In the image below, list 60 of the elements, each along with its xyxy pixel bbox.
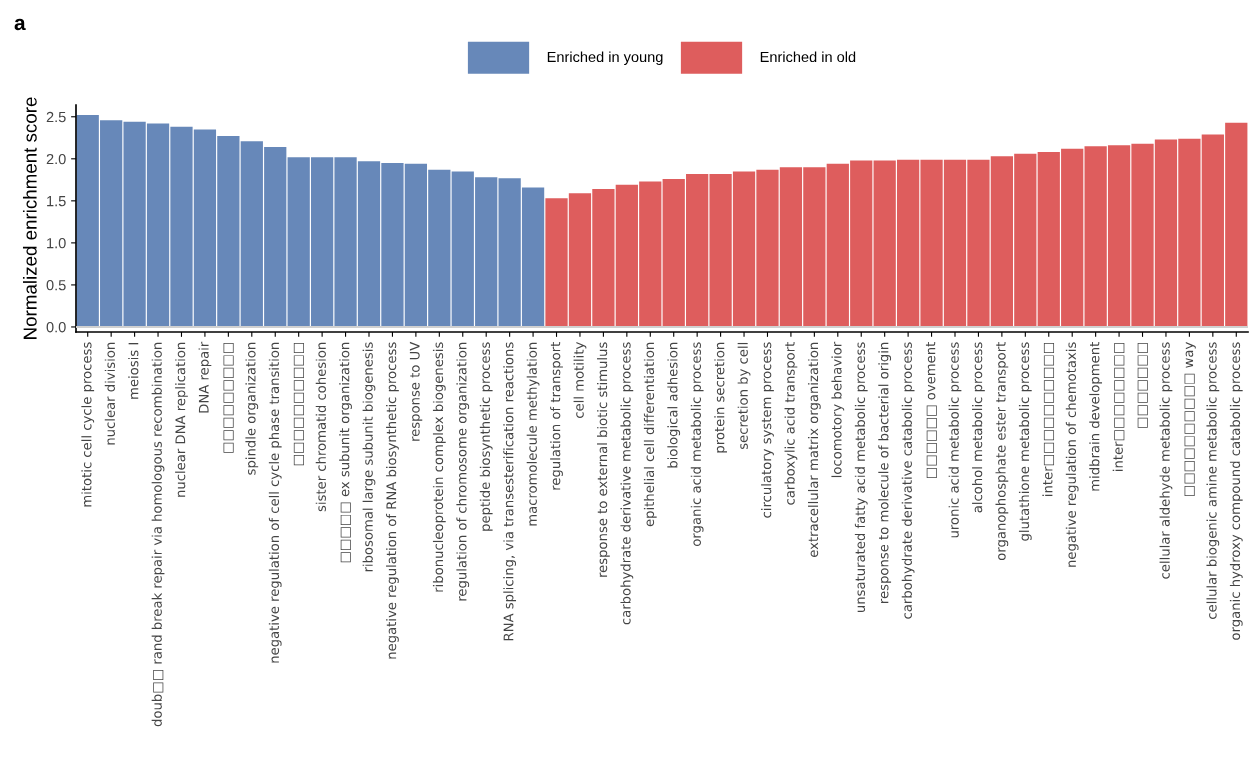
x-tick-label: mitotic cell cycle process — [81, 342, 95, 507]
x-tick-label: □□□□□□□□□ — [223, 342, 234, 453]
x-tick-label: cellular aldehyde metabolic process — [1159, 342, 1173, 579]
x-tick-label: response to molecule of bacterial origin — [878, 342, 892, 603]
x-tick-label: inter□□□□□□□□□□ — [1042, 342, 1055, 496]
y-tick-label: 1.5 — [47, 196, 66, 207]
x-tick-label: nuclear DNA replication — [175, 342, 188, 497]
x-tick-label: alcohol metabolic process — [972, 342, 985, 513]
y-tick-label: 0.5 — [46, 280, 66, 291]
x-tick-label: □□□□□□□ — [1137, 342, 1148, 428]
x-tick-label: uronic acid metabolic process — [948, 342, 962, 538]
x-tick-label: spindle organization — [245, 342, 259, 475]
y-tick-label: 2.5 — [46, 111, 66, 123]
y-tick-label: 1.0 — [47, 237, 66, 249]
x-tick-label: RNA splicing, via transesterification reactions — [503, 342, 517, 641]
x-tick-label: negative regulation of cell cycle phase transition — [268, 342, 282, 663]
x-tick-label: peptide biosynthetic process — [479, 342, 493, 531]
x-tick-label: extracellular matrix organization — [807, 342, 821, 558]
x-tick-label: midbrain development — [1089, 342, 1103, 491]
x-tick-label: locomotory behavior — [831, 341, 845, 478]
x-tick-label: glutathione metabolic process — [1018, 342, 1032, 541]
x-tick-label: biological adhesion — [667, 342, 681, 468]
x-tick-label: □□□□□□□□□□ — [293, 342, 304, 466]
x-tick-label: epithelial cell differentiation — [643, 342, 657, 527]
x-tick-label: meiosis I — [128, 343, 139, 399]
x-tick-label: □□□□□□ ovement — [925, 342, 937, 479]
x-tick-label: carbohydrate derivative metabolic process — [620, 342, 634, 625]
x-tick-label: regulation of chromosome organization — [456, 342, 470, 601]
x-tick-label: DNA repair — [198, 341, 212, 413]
x-tick-label: inter□□□□□□□□ — [1112, 342, 1125, 471]
x-tick-label: doub□□ rand break repair via homologous recombination — [151, 342, 165, 727]
x-tick-label: organophosphate ester transport — [995, 342, 1009, 561]
x-tick-label: cellular biogenic amine metabolic process — [1206, 342, 1220, 619]
x-tick-label: response to external biotic stimulus — [597, 342, 610, 577]
x-tick-label: cell motility — [573, 342, 587, 418]
y-axis-title: Normalized enrichment score — [22, 97, 37, 339]
x-tick-label: ribonucleoprotein complex biogenesis — [432, 342, 446, 592]
x-tick-label: negative regulation of RNA biosynthetic process — [386, 342, 399, 659]
x-tick-label: macromolecule methylation — [526, 342, 540, 526]
x-tick-label: negative regulation of chemotaxis — [1065, 342, 1079, 567]
x-tick-label: organic hydroxy compound catabolic process — [1229, 342, 1243, 640]
x-tick-label: secretion by cell — [737, 342, 751, 450]
y-tick-label: 0.0 — [46, 322, 66, 333]
legend-label: Enriched in young — [547, 51, 663, 65]
x-tick-label: □□□□□ ex subunit organization — [339, 342, 352, 563]
x-tick-label: organic acid metabolic process — [690, 342, 704, 546]
x-tick-label: regulation of transport — [550, 342, 563, 490]
x-tick-label: circulatory system process — [761, 342, 774, 518]
legend-label: Enriched in old — [760, 51, 856, 63]
x-tick-label: response to UV — [409, 341, 423, 441]
y-tick-label: 2.0 — [46, 153, 66, 165]
x-tick-label: sister chromatid cohesion — [315, 342, 326, 512]
x-tick-label: ribosomal large subunit biogenesis — [362, 342, 376, 572]
x-tick-label: carbohydrate derivative catabolic process — [901, 342, 915, 619]
x-tick-label: unsaturated fatty acid metabolic process — [854, 342, 868, 612]
x-tick-label: □□□□□□□□□□ way — [1184, 342, 1196, 497]
x-tick-label: protein secretion — [714, 342, 727, 453]
x-tick-label: nuclear division — [104, 342, 115, 445]
text: a — [14, 18, 26, 31]
x-tick-label: carboxylic acid transport — [784, 342, 798, 505]
